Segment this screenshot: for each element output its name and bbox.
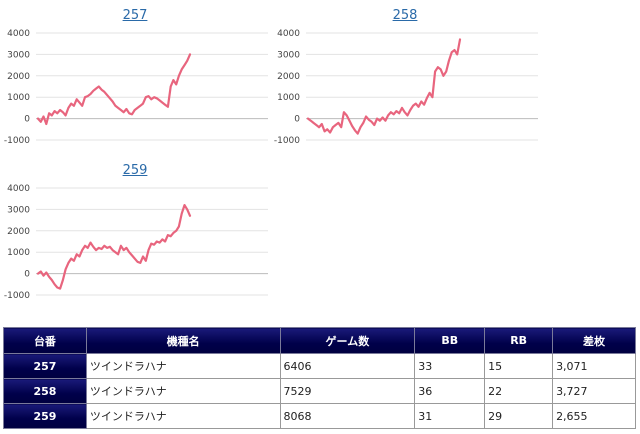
game-count-cell: 7529: [279, 378, 416, 404]
profit-chart-257: 4000 3000 2000 1000 0 -1000: [4, 29, 268, 146]
table-row: 259 ツインドラハナ 8068 31 29 2,655: [3, 403, 636, 429]
y-tick-label: 1000: [7, 248, 30, 258]
machine-number-cell: 259: [3, 403, 87, 429]
y-tick-label: 3000: [277, 50, 300, 60]
header-machine-number: 台番: [3, 327, 87, 354]
y-tick-label: 0: [24, 270, 30, 280]
profit-series-line: [36, 203, 192, 290]
machine-number-cell: 257: [3, 353, 87, 379]
y-tick-label: 1000: [7, 93, 30, 103]
bb-cell: 31: [414, 403, 486, 429]
machine-259-link[interactable]: 259: [122, 163, 148, 178]
game-count-cell: 6406: [279, 353, 416, 379]
chart-panel-258: 258 4000 3000 2000 1000 0 -1000: [270, 8, 540, 158]
y-tick-label: 3000: [7, 50, 30, 60]
y-tick-label: -1000: [4, 136, 30, 146]
difference-cell: 3,071: [552, 353, 636, 379]
header-game-count: ゲーム数: [279, 327, 416, 354]
y-tick-label: 0: [24, 115, 30, 125]
model-name-cell: ツインドラハナ: [85, 403, 281, 429]
y-tick-label: 0: [294, 115, 300, 125]
profit-chart-258: 4000 3000 2000 1000 0 -1000: [274, 29, 538, 146]
model-name-cell: ツインドラハナ: [85, 378, 281, 404]
machine-257-link[interactable]: 257: [122, 8, 148, 23]
profit-series-line: [36, 53, 192, 126]
rb-cell: 22: [484, 378, 554, 404]
y-tick-label: 1000: [277, 93, 300, 103]
difference-cell: 2,655: [552, 403, 636, 429]
header-difference: 差枚: [552, 327, 636, 354]
chart-panel-257: 257 4000 3000 2000 1000 0 -1000: [0, 8, 270, 158]
game-count-cell: 8068: [279, 403, 416, 429]
header-bb: BB: [414, 327, 486, 354]
chart-panel-259: 259 4000 3000 2000 1000 0 -1000: [0, 163, 270, 313]
y-tick-label: 4000: [7, 29, 30, 39]
header-model-name: 機種名: [85, 327, 281, 354]
machine-results-table: 台番 機種名 ゲーム数 BB RB 差枚 257 ツインドラハナ 6406 33…: [3, 327, 636, 429]
header-rb: RB: [484, 327, 554, 354]
y-tick-label: 4000: [277, 29, 300, 39]
rb-cell: 29: [484, 403, 554, 429]
machine-258-link[interactable]: 258: [392, 8, 418, 23]
y-tick-label: 2000: [7, 227, 30, 237]
model-name-cell: ツインドラハナ: [85, 353, 281, 379]
difference-cell: 3,727: [552, 378, 636, 404]
table-header-row: 台番 機種名 ゲーム数 BB RB 差枚: [3, 327, 636, 354]
y-tick-label: -1000: [4, 291, 30, 301]
rb-cell: 15: [484, 353, 554, 379]
profit-chart-259: 4000 3000 2000 1000 0 -1000: [4, 184, 268, 301]
y-tick-label: 3000: [7, 205, 30, 215]
bb-cell: 36: [414, 378, 486, 404]
table-row: 258 ツインドラハナ 7529 36 22 3,727: [3, 378, 636, 404]
machine-number-cell: 258: [3, 378, 87, 404]
y-tick-label: 2000: [7, 72, 30, 82]
y-tick-label: 2000: [277, 72, 300, 82]
y-tick-label: -1000: [274, 136, 300, 146]
y-tick-label: 4000: [7, 184, 30, 194]
bb-cell: 33: [414, 353, 486, 379]
table-row: 257 ツインドラハナ 6406 33 15 3,071: [3, 353, 636, 379]
profit-series-line: [306, 38, 462, 135]
